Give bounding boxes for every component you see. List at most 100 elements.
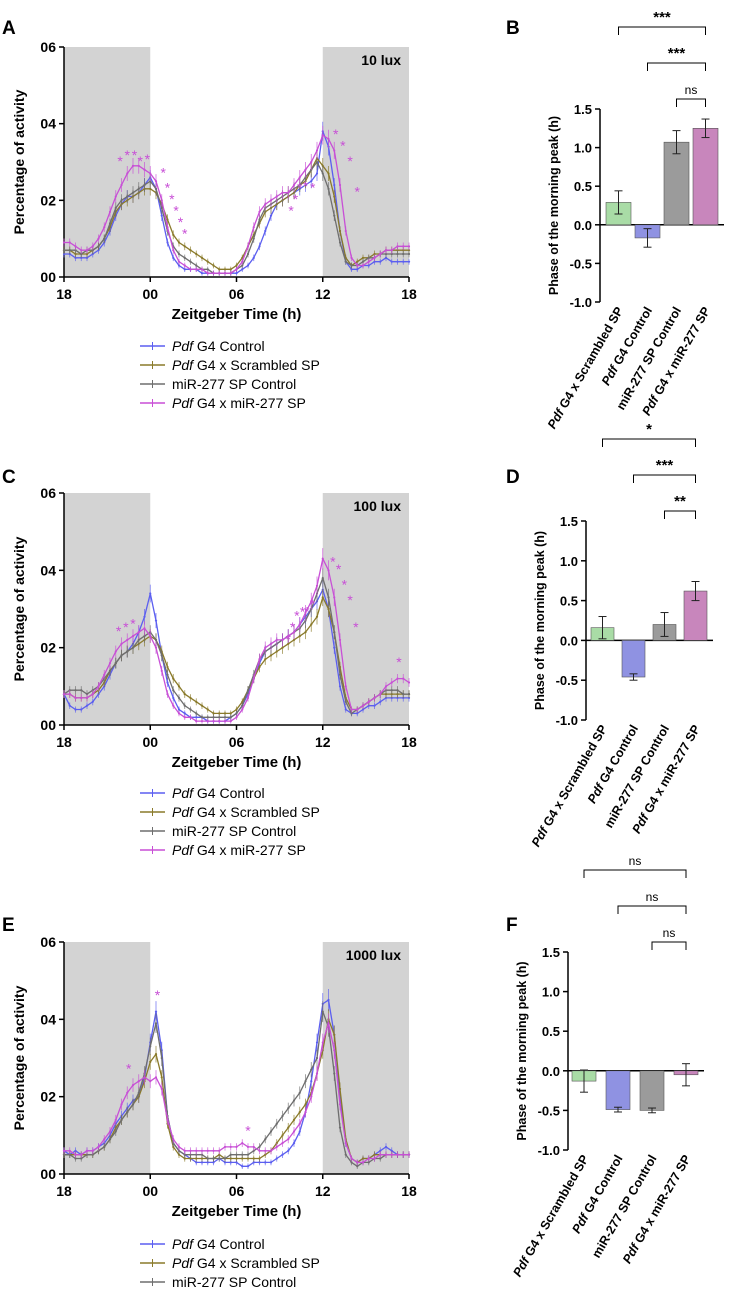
data-point xyxy=(235,716,238,719)
data-point xyxy=(338,685,342,688)
data-point xyxy=(160,654,163,657)
data-point xyxy=(315,1056,319,1060)
data-point xyxy=(177,260,181,263)
data-point xyxy=(189,1157,192,1160)
data-point xyxy=(85,704,89,707)
significance-star: * xyxy=(290,619,296,635)
significance-bracket xyxy=(617,905,687,914)
data-point xyxy=(269,654,273,657)
data-point xyxy=(149,180,152,183)
data-point xyxy=(292,1141,296,1145)
data-point xyxy=(315,1072,319,1075)
data-point xyxy=(235,264,238,267)
x-tick-label: 18 xyxy=(401,286,417,302)
significance-bracket xyxy=(618,26,706,35)
data-point xyxy=(212,712,215,715)
significance-star: * xyxy=(137,153,143,169)
data-point xyxy=(264,646,267,649)
data-point xyxy=(269,199,273,202)
data-point xyxy=(333,214,336,217)
data-point xyxy=(172,233,175,236)
y-tick-label: -0.5 xyxy=(556,673,578,688)
data-point xyxy=(246,1157,250,1160)
data-point xyxy=(62,1153,66,1156)
data-point xyxy=(91,700,94,703)
data-point xyxy=(160,214,163,217)
significance-bracket xyxy=(602,438,696,447)
significance-star: * xyxy=(169,191,175,207)
data-point xyxy=(241,1157,244,1160)
legend-label: miR-277 SP Control xyxy=(172,1274,296,1290)
data-point xyxy=(177,696,181,700)
data-point xyxy=(321,164,324,167)
data-point xyxy=(218,268,221,271)
data-point xyxy=(68,704,71,707)
data-point xyxy=(379,260,382,263)
data-point xyxy=(149,1060,152,1063)
data-point xyxy=(252,1161,255,1164)
data-point xyxy=(287,191,290,194)
data-point xyxy=(350,264,353,267)
data-point xyxy=(177,1153,181,1156)
data-point xyxy=(264,1161,267,1164)
data-point xyxy=(390,252,393,256)
data-point xyxy=(327,596,330,599)
y-tick-label: 1.5 xyxy=(574,102,592,117)
data-point xyxy=(315,149,319,152)
data-point xyxy=(333,1033,336,1036)
y-tick-label: 1.5 xyxy=(560,514,578,529)
data-point xyxy=(402,692,405,696)
data-point xyxy=(177,264,181,267)
data-point xyxy=(252,1145,255,1149)
data-point xyxy=(229,1157,232,1160)
x-tick-label: 18 xyxy=(401,734,417,750)
x-axis-title: Zeitgeber Time (h) xyxy=(172,754,302,771)
data-point xyxy=(367,264,370,267)
data-point xyxy=(177,708,181,711)
data-point xyxy=(206,272,209,275)
data-point xyxy=(361,264,365,267)
data-point xyxy=(338,241,342,244)
data-point xyxy=(333,149,336,152)
data-point xyxy=(62,692,66,696)
data-point xyxy=(80,1153,83,1156)
data-point xyxy=(315,584,319,587)
data-point xyxy=(177,685,181,688)
data-point xyxy=(85,249,89,252)
data-point xyxy=(68,252,71,256)
data-point xyxy=(114,195,117,198)
data-point xyxy=(258,1157,261,1160)
data-point xyxy=(379,1149,382,1152)
data-point xyxy=(384,252,388,256)
x-axis-title: Zeitgeber Time (h) xyxy=(172,306,302,323)
data-point xyxy=(68,1153,71,1156)
data-point xyxy=(97,237,100,240)
data-point xyxy=(206,708,209,711)
data-point xyxy=(229,272,232,275)
data-point xyxy=(91,252,94,256)
significance-star: * xyxy=(353,619,359,635)
data-point xyxy=(269,1149,273,1152)
legend-label: miR-277 SP Control xyxy=(172,823,296,839)
data-point xyxy=(195,1153,198,1156)
significance-label: ns xyxy=(663,926,676,940)
y-tick-label: 1.0 xyxy=(560,554,578,569)
data-point xyxy=(154,1076,158,1079)
data-point xyxy=(327,187,330,190)
data-point xyxy=(281,1153,284,1156)
data-point xyxy=(258,665,261,669)
data-point xyxy=(166,692,169,696)
data-point xyxy=(223,712,227,715)
data-point xyxy=(143,168,146,171)
data-point xyxy=(200,1157,204,1160)
data-point xyxy=(252,1149,255,1152)
data-point xyxy=(131,1103,135,1106)
x-tick-label: 18 xyxy=(401,1183,417,1199)
data-point xyxy=(258,1149,261,1152)
data-point xyxy=(258,1161,261,1164)
data-point xyxy=(166,681,169,684)
dark-period-shading xyxy=(322,493,409,725)
y-tick-label: 0.0 xyxy=(560,633,578,648)
data-point xyxy=(396,677,399,680)
data-point xyxy=(131,1083,135,1087)
